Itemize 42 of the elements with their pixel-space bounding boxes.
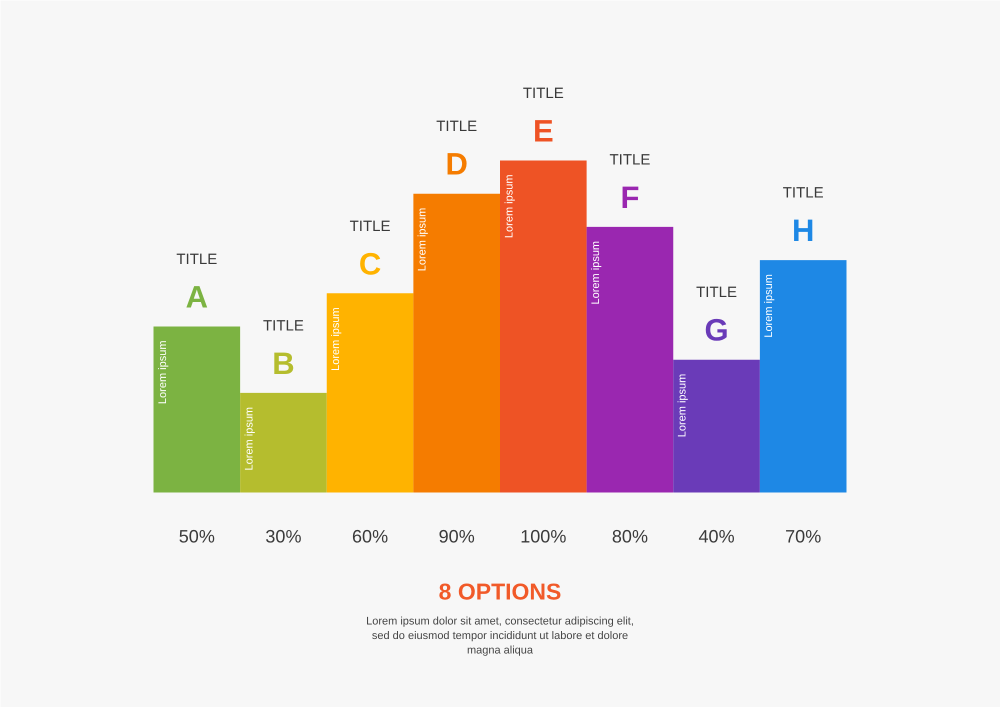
annotation: TITLE	[610, 151, 650, 168]
annotation: TITLE	[176, 251, 218, 268]
x-tick-label: F	[620, 180, 640, 215]
bar	[673, 360, 760, 492]
bar	[240, 392, 327, 492]
data-label: 100%	[520, 526, 566, 546]
annotation: Lorem ipsum	[590, 240, 602, 304]
annotation: TITLE	[263, 317, 304, 334]
data-label: 50%	[178, 526, 215, 546]
bar	[586, 226, 674, 492]
data-label: 70%	[785, 526, 822, 546]
data-label: 40%	[698, 526, 735, 546]
bar	[326, 293, 414, 492]
data-label: 90%	[438, 526, 475, 546]
annotation: Lorem ipsum	[156, 340, 169, 404]
x-tick-label: D	[445, 146, 468, 182]
annotation: TITLE	[350, 218, 390, 235]
annotation: Lorem ipsum	[676, 374, 689, 438]
annotation: TITLE	[782, 184, 824, 202]
x-tick-label: B	[272, 346, 295, 381]
text: Lorem ipsum dolor sit amet, consectetur adipiscing elit, sed do eiusmod tempor incididunt ut labore et dolore magna aliqua	[366, 616, 634, 656]
data-label: 30%	[265, 526, 302, 546]
bar	[413, 194, 500, 492]
annotation: Lorem ipsum	[503, 174, 516, 238]
text: TITLE	[436, 118, 478, 136]
text: 8 OPTIONS	[438, 578, 562, 604]
annotation: Lorem ipsum	[243, 406, 256, 470]
x-tick-label: E	[532, 114, 554, 148]
bar	[760, 260, 846, 492]
x-tick-label: C	[358, 246, 382, 282]
annotation: Lorem ipsum	[763, 274, 776, 338]
annotation: Lorem ipsum	[416, 208, 429, 272]
text: TITLE	[522, 85, 564, 102]
annotation: Lorem ipsum	[330, 307, 342, 371]
x-tick-label: A	[186, 280, 208, 314]
data-label: 80%	[612, 526, 648, 546]
bar	[154, 326, 240, 492]
x-tick-label: G	[704, 312, 729, 348]
annotation: TITLE	[696, 284, 737, 302]
bar	[500, 160, 587, 492]
x-tick-label: H	[792, 213, 814, 248]
data-label: 60%	[352, 526, 388, 546]
